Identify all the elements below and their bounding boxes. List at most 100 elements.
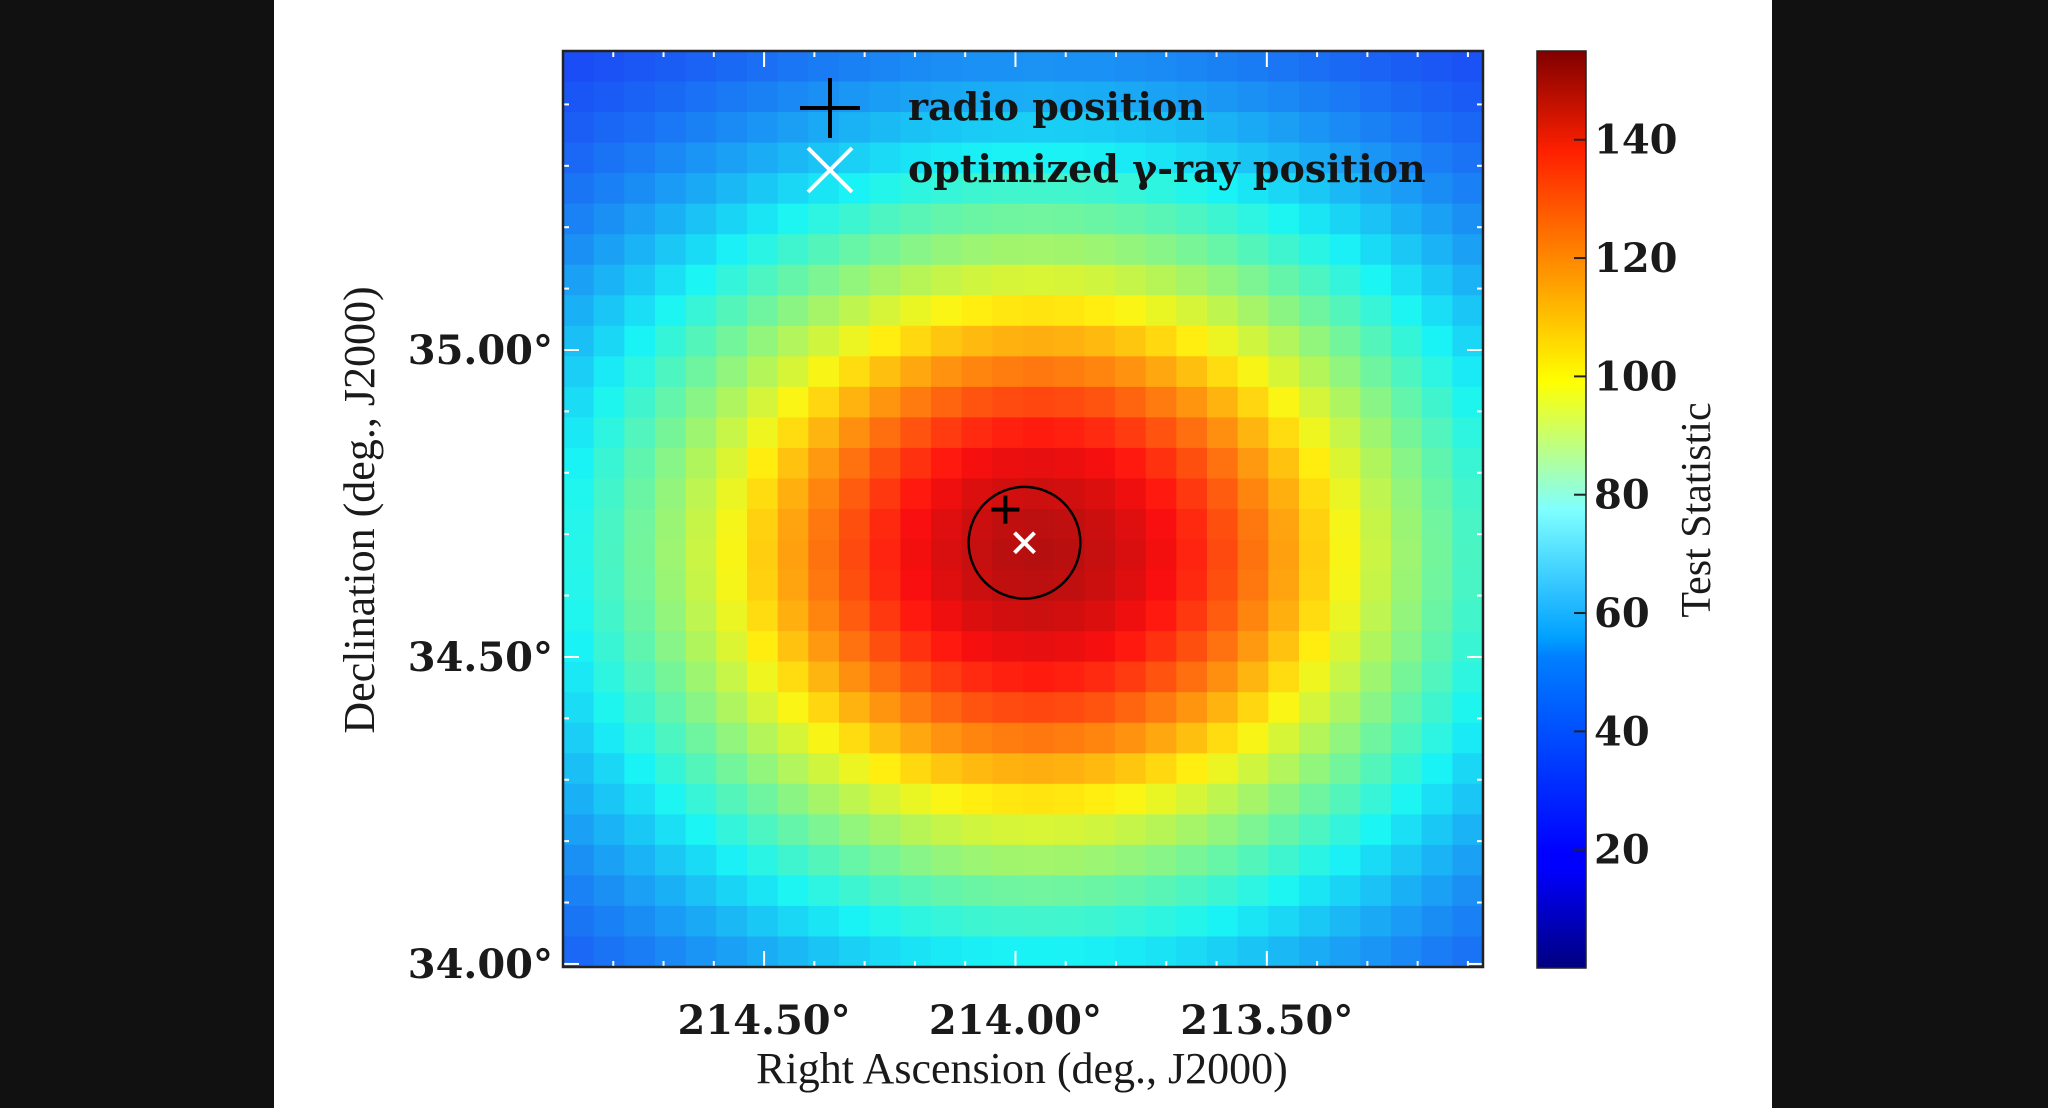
colorbar-tick-label: 120 xyxy=(1594,235,1678,282)
heatmap-cell xyxy=(747,112,779,144)
heatmap-cell xyxy=(1391,203,1423,235)
heatmap-cell xyxy=(808,844,840,876)
heatmap-cell xyxy=(961,203,993,235)
heatmap-cell xyxy=(655,936,687,967)
heatmap-cell xyxy=(563,356,595,388)
heatmap-cell xyxy=(1329,905,1361,938)
heatmap-cell xyxy=(1268,814,1300,846)
heatmap-cell xyxy=(747,905,779,938)
heatmap-cell xyxy=(1023,203,1055,235)
heatmap-cell xyxy=(747,875,779,907)
heatmap-cell xyxy=(1084,417,1116,449)
heatmap-cell xyxy=(1084,142,1116,174)
heatmap-cell xyxy=(900,386,932,418)
heatmap-cell xyxy=(563,264,595,296)
heatmap-cell xyxy=(869,722,901,754)
heatmap-cell xyxy=(655,386,687,418)
heatmap-cell xyxy=(563,234,595,266)
heatmap-cell xyxy=(839,539,871,571)
heatmap-cell xyxy=(593,753,625,785)
heatmap-cell xyxy=(1268,264,1300,296)
heatmap-cell xyxy=(1207,51,1239,83)
heatmap-cell xyxy=(1299,631,1331,663)
heatmap-cell xyxy=(808,295,840,327)
heatmap-cell xyxy=(1329,112,1361,144)
heatmap-cell xyxy=(1360,356,1392,388)
heatmap-cell xyxy=(593,203,625,235)
heatmap-cell xyxy=(931,447,963,480)
heatmap-cell xyxy=(1268,203,1300,235)
heatmap-cell xyxy=(1421,417,1453,449)
heatmap-cell xyxy=(716,722,748,754)
heatmap-cell xyxy=(1452,661,1483,693)
heatmap-cell xyxy=(1053,51,1085,83)
heatmap-cell xyxy=(808,722,840,754)
heatmap-cell xyxy=(624,753,656,785)
heatmap-cell xyxy=(1145,936,1177,967)
heatmap-cell xyxy=(1391,814,1423,846)
heatmap-cell xyxy=(1145,570,1177,602)
heatmap-cell xyxy=(1023,661,1055,693)
heatmap-cell xyxy=(931,295,963,327)
heatmap-cell xyxy=(1299,722,1331,754)
heatmap-cell xyxy=(1421,386,1453,418)
heatmap-cell xyxy=(1115,264,1147,296)
heatmap-cell xyxy=(1053,447,1085,480)
heatmap-cell xyxy=(931,386,963,418)
heatmap-cell xyxy=(1268,325,1300,357)
heatmap-cell xyxy=(1176,844,1208,876)
heatmap-cell xyxy=(992,692,1024,724)
heatmap-cell xyxy=(1207,631,1239,663)
heatmap-cell xyxy=(992,203,1024,235)
heatmap-cell xyxy=(900,692,932,724)
heatmap-cell xyxy=(685,386,717,418)
heatmap-cell xyxy=(1053,112,1085,144)
heatmap-cell xyxy=(1176,539,1208,571)
heatmap-cell xyxy=(1421,264,1453,296)
heatmap-cell xyxy=(808,386,840,418)
heatmap-cell xyxy=(992,936,1024,967)
heatmap-cell xyxy=(655,631,687,663)
heatmap-cell xyxy=(1421,112,1453,144)
heatmap-cell xyxy=(869,905,901,938)
heatmap-cell xyxy=(1084,112,1116,144)
heatmap-cell xyxy=(1084,264,1116,296)
heatmap-cell xyxy=(1084,356,1116,388)
heatmap-cell xyxy=(931,478,963,510)
heatmap-cell xyxy=(1084,203,1116,235)
heatmap-cell xyxy=(1452,173,1483,205)
heatmap-cell xyxy=(624,325,656,357)
heatmap-cell xyxy=(869,631,901,663)
heatmap-cell xyxy=(1299,875,1331,907)
heatmap-cell xyxy=(839,264,871,296)
heatmap-cell xyxy=(1145,814,1177,846)
heatmap-cell xyxy=(839,631,871,663)
heatmap-cell xyxy=(1299,478,1331,510)
heatmap-cell xyxy=(624,173,656,205)
heatmap-cell xyxy=(869,844,901,876)
heatmap-cell xyxy=(900,936,932,967)
heatmap-cell xyxy=(777,570,809,602)
heatmap-cell xyxy=(931,51,963,83)
heatmap-cell xyxy=(1176,112,1208,144)
heatmap-cell xyxy=(1329,661,1361,693)
heatmap-cell xyxy=(747,814,779,846)
heatmap-cell xyxy=(1176,173,1208,205)
heatmap-cell xyxy=(1391,661,1423,693)
heatmap-cell xyxy=(1207,539,1239,571)
heatmap-cell xyxy=(1360,844,1392,876)
heatmap-cell xyxy=(1299,386,1331,418)
heatmap-cell xyxy=(655,356,687,388)
heatmap-cell xyxy=(1268,631,1300,663)
heatmap-cell xyxy=(839,722,871,754)
heatmap-cell xyxy=(716,356,748,388)
heatmap-cell xyxy=(1115,142,1147,174)
heatmap-cell xyxy=(1115,570,1147,602)
heatmap-cell xyxy=(563,722,595,754)
heatmap-cell xyxy=(1421,936,1453,967)
heatmap-cell xyxy=(900,875,932,907)
heatmap-cell xyxy=(1207,661,1239,693)
heatmap-cell xyxy=(1145,478,1177,510)
heatmap-cell xyxy=(655,203,687,235)
heatmap-cell xyxy=(777,51,809,83)
